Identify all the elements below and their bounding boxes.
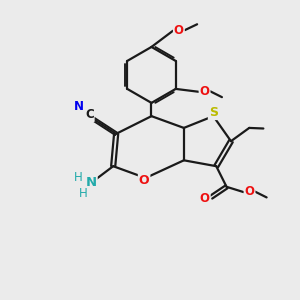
Text: O: O <box>200 85 210 98</box>
Text: O: O <box>244 185 254 198</box>
Text: O: O <box>174 24 184 37</box>
Text: H: H <box>80 187 88 200</box>
Text: H: H <box>74 171 83 184</box>
Text: O: O <box>139 174 149 188</box>
Text: O: O <box>200 192 210 205</box>
Text: C: C <box>85 108 94 121</box>
Text: N: N <box>74 100 84 113</box>
Text: N: N <box>85 176 97 189</box>
Text: S: S <box>209 106 218 119</box>
